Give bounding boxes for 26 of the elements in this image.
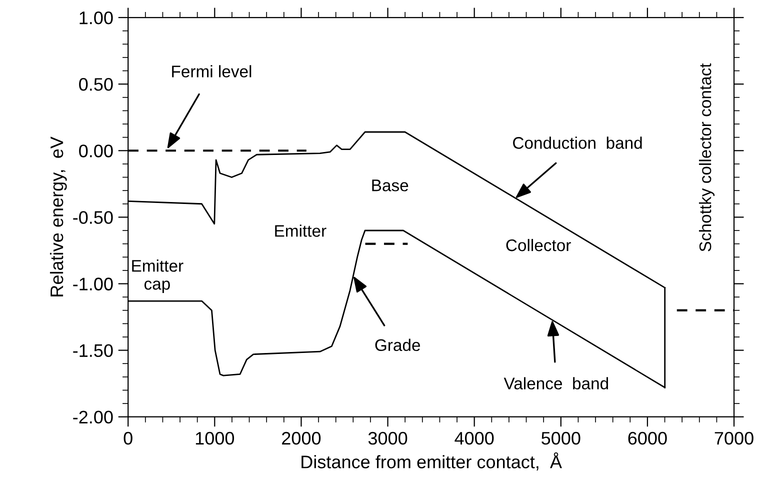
annotation: Collector xyxy=(506,238,571,252)
x-axis-title: Distance from emitter contact, Å xyxy=(302,452,562,470)
annotation: Fermi level xyxy=(172,65,252,78)
x-tick-label: 5000 xyxy=(542,432,580,445)
annotation: Emitter xyxy=(275,224,326,237)
annotation: Schottky collector contact xyxy=(698,63,715,252)
annotation: Grade xyxy=(375,338,420,352)
y-axis-title: Relative energy, eV xyxy=(50,136,67,296)
x-tick-label: 6000 xyxy=(628,432,667,445)
y-tick-label: -1.00 xyxy=(73,278,113,290)
annotation: Base xyxy=(372,180,408,192)
y-tick-label: 0.50 xyxy=(79,78,113,91)
x-tick-label: 0 xyxy=(124,432,132,445)
y-tick-label: -2.00 xyxy=(73,410,113,424)
y-tick-label: 1.00 xyxy=(80,11,113,24)
x-tick-label: 2000 xyxy=(282,432,321,445)
x-tick-label: 4000 xyxy=(454,432,494,445)
x-tick-label: 3000 xyxy=(368,432,408,445)
x-tick-label: 1000 xyxy=(196,432,234,445)
annotation: Valence band xyxy=(504,377,608,390)
y-tick-label: -1.50 xyxy=(73,344,113,358)
annotation: Emitter cap xyxy=(132,260,184,294)
y-tick-label: 0.00 xyxy=(79,144,113,158)
y-tick-label: -0.50 xyxy=(73,211,113,224)
x-tick-label: 7000 xyxy=(714,432,754,445)
annotation: Conduction band xyxy=(513,136,642,149)
